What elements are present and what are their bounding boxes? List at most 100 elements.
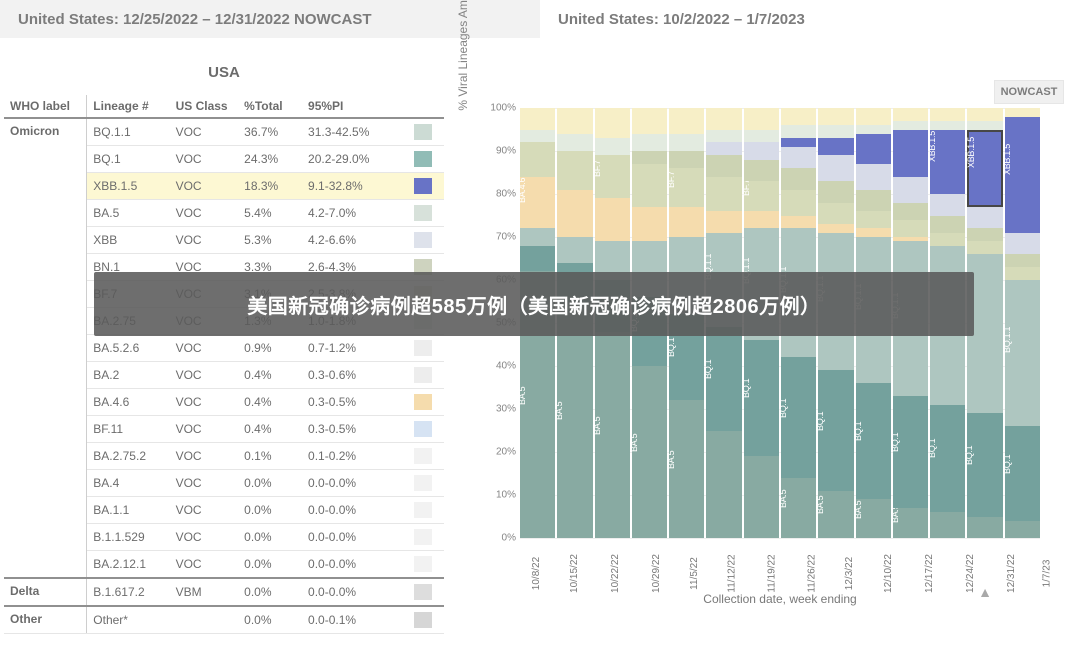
bar-segment [744,456,779,538]
bar-segment [632,134,667,151]
cell-swatch [408,389,444,416]
bar-segment [893,203,928,220]
cell-lineage: BA.4 [87,470,170,497]
color-swatch [414,394,432,410]
cell-total: 0.4% [238,416,302,443]
color-swatch [414,421,432,437]
bar-segment [967,207,1002,229]
bar-segment [967,517,1002,539]
bar-segment: BF.7 [669,168,704,207]
cell-usclass: VOC [170,416,239,443]
segment-label: BQ.1 [815,411,825,430]
bar-segment: BF.7 [744,181,779,211]
bar-segment: BQ.1 [1005,426,1040,521]
bar-segment: BA.5 [781,478,816,538]
bar-segment: BQ.1 [818,370,853,490]
bar-segment [744,130,779,143]
segment-label: BQ.1 [964,446,974,465]
segment-label: BQ.1 [1002,454,1012,473]
bar-segment: BA.5 [557,302,592,539]
segment-label: BA.5 [629,434,639,452]
bar-segment [557,134,592,151]
bar-segment [706,142,741,155]
bar-segment [706,431,741,539]
cell-pi: 4.2-6.6% [302,227,408,254]
bar-segment [893,177,928,203]
bar-segment [781,138,816,147]
bar-segment: BQ.1.1 [1005,280,1040,426]
cell-lineage: BA.2.75.2 [87,443,170,470]
color-swatch [414,124,432,140]
segment-label: BA.5 [853,500,863,518]
cell-total: 0.0% [238,497,302,524]
topbar: United States: 12/25/2022 – 12/31/2022 N… [0,0,1080,38]
cell-usclass: VOC [170,118,239,146]
cell-pi: 4.2-7.0% [302,200,408,227]
bar-segment [856,108,891,125]
bar-segment: BQ.1 [967,413,1002,516]
bar-segment [930,512,965,538]
cell-usclass [170,606,239,634]
color-swatch [414,205,432,221]
cell-lineage: B.1.617.2 [87,578,170,606]
cell-swatch [408,118,444,146]
col-total: %Total [238,95,302,118]
color-swatch [414,340,432,356]
bar-segment: BQ.1 [781,357,816,477]
col-lineage: Lineage # [87,95,170,118]
x-tick-label: 11/26/22 [807,554,818,592]
topbar-right-title: United States: 10/2/2022 – 1/7/2023 [540,0,1080,38]
bar-segment [818,108,853,125]
bar-segment [856,134,891,164]
cell-total: 0.0% [238,551,302,579]
headline-overlay: 美国新冠确诊病例超585万例（美国新冠确诊病例超2806万例） [94,272,974,336]
cell-swatch [408,497,444,524]
cell-total: 5.4% [238,200,302,227]
bar-segment [557,190,592,237]
cell-lineage: BA.5 [87,200,170,227]
bar-segment [557,151,592,190]
bar-segment [930,216,965,233]
color-swatch [414,448,432,464]
cell-pi: 0.0-0.1% [302,606,408,634]
cell-swatch [408,227,444,254]
x-tick-label: 11/19/22 [767,554,778,592]
cell-usclass: VOC [170,443,239,470]
bar-segment: BA.5 [818,491,853,538]
cell-total: 0.0% [238,470,302,497]
segment-label: BA.5 [666,451,676,469]
who-label: Delta [4,578,87,606]
bar-segment [893,237,928,241]
cell-usclass: VOC [170,497,239,524]
cell-pi: 20.2-29.0% [302,146,408,173]
cell-pi: 0.7-1.2% [302,335,408,362]
bar-segment [706,155,741,177]
bar-segment [1005,254,1040,267]
lineage-table: WHO label Lineage # US Class %Total 95%P… [4,95,444,634]
bar-segment [520,246,555,272]
cell-usclass: VBM [170,578,239,606]
segment-label: BQ.1 [778,398,788,417]
bar-segment [781,108,816,125]
cell-total: 0.0% [238,524,302,551]
x-tick-label: 10/8/22 [531,557,542,590]
bar-segment: BA.5 [856,499,891,538]
bar-segment: BA.5 [893,508,928,538]
bar-segment [930,233,965,246]
x-tick-label: 12/10/22 [883,554,894,593]
bar-segment [893,220,928,237]
bar-segment [744,211,779,228]
cell-swatch [408,470,444,497]
segment-label: BA.5 [778,490,788,508]
bar-segment [893,130,928,177]
bar-segment [967,108,1002,121]
table-row: OtherOther*0.0%0.0-0.1% [4,606,444,634]
bar-segment [856,211,891,228]
color-swatch [414,529,432,545]
cell-usclass: VOC [170,389,239,416]
bar-segment [818,203,853,225]
color-swatch [414,556,432,572]
col-usclass: US Class [170,95,239,118]
bar-segment [930,194,965,216]
cell-lineage: BA.2.12.1 [87,551,170,579]
